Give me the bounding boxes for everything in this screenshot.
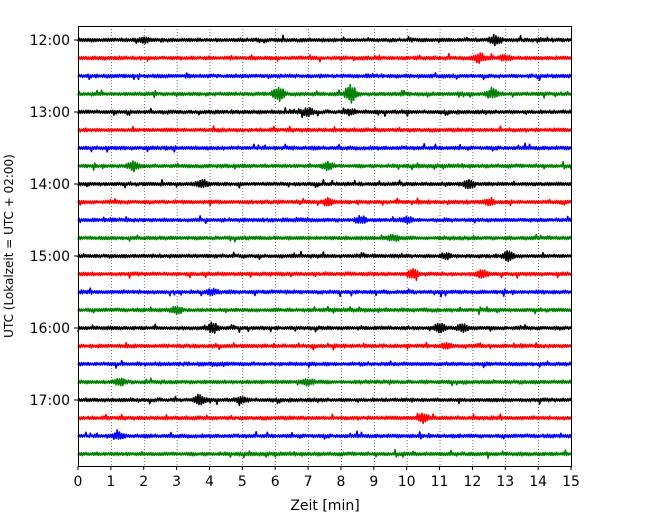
trace-1230 (77, 72, 572, 82)
x-tick-label: 4 (205, 474, 214, 490)
x-axis-ticks: 0 1 2 3 4 5 6 7 8 9 10 11 12 13 14 15 (74, 466, 580, 490)
trace-1415 (77, 196, 572, 207)
x-tick-label: 2 (139, 474, 148, 490)
trace-1630 (77, 359, 572, 369)
y-tick-label: 17:00 (30, 393, 70, 409)
trace-1545 (77, 305, 572, 316)
trace-1530 (77, 287, 572, 298)
y-tick-label: 13:00 (30, 105, 70, 121)
trace-1400 (77, 178, 572, 190)
x-tick-label: 14 (529, 474, 547, 490)
trace-1330 (77, 142, 572, 153)
trace-1300 (77, 107, 572, 119)
x-tick-label: 7 (304, 474, 313, 490)
trace-1745 (77, 448, 572, 459)
x-tick-label: 15 (562, 474, 580, 490)
trace-1645 (77, 377, 572, 387)
plot-frame (78, 26, 572, 467)
x-tick-label: 10 (398, 474, 416, 490)
x-tick-label: 8 (336, 474, 345, 490)
x-tick-label: 3 (172, 474, 181, 490)
y-axis-ticks: 12:00 13:00 14:00 15:00 16:00 17:00 (30, 33, 78, 409)
x-tick-label: 9 (369, 474, 378, 490)
y-tick-label: 12:00 (30, 33, 70, 49)
trace-1715 (77, 412, 572, 425)
trace-1315 (77, 125, 572, 133)
x-tick-label: 5 (238, 474, 247, 490)
trace-1445 (77, 233, 572, 243)
x-tick-label: 12 (463, 474, 481, 490)
x-tick-label: 0 (74, 474, 83, 490)
x-tick-label: 6 (271, 474, 280, 490)
y-tick-label: 16:00 (30, 321, 70, 337)
trace-1215 (77, 52, 572, 64)
x-axis-label: Zeit [min] (290, 498, 359, 514)
trace-1615 (77, 341, 572, 351)
y-tick-label: 15:00 (30, 249, 70, 265)
trace-1600 (77, 321, 572, 334)
trace-1345 (77, 160, 572, 173)
trace-1430 (77, 214, 572, 225)
y-axis-label: UTC (Lokalzeit = UTC + 02:00) (2, 154, 16, 338)
seismic-traces (77, 33, 572, 459)
x-tick-label: 13 (496, 474, 514, 490)
x-tick-label: 11 (431, 474, 449, 490)
y-tick-label: 14:00 (30, 177, 70, 193)
trace-1515 (77, 268, 572, 282)
trace-1500 (77, 250, 572, 263)
trace-1700 (77, 393, 572, 407)
trace-1200 (77, 33, 572, 47)
x-tick-label: 1 (106, 474, 115, 490)
trace-1730 (77, 429, 572, 440)
trace-1245 (77, 83, 572, 104)
